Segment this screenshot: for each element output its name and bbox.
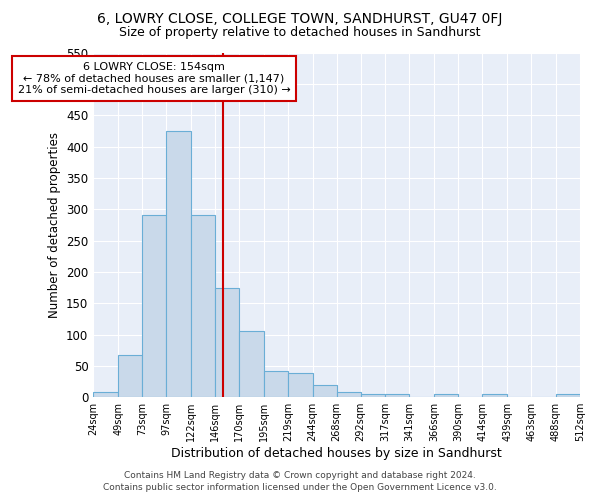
Bar	[556, 394, 580, 397]
Bar	[313, 384, 337, 397]
Y-axis label: Number of detached properties: Number of detached properties	[47, 132, 61, 318]
Bar	[264, 371, 288, 397]
Text: Size of property relative to detached houses in Sandhurst: Size of property relative to detached ho…	[119, 26, 481, 39]
Bar	[191, 216, 215, 397]
Bar	[337, 392, 361, 397]
Text: Contains HM Land Registry data © Crown copyright and database right 2024.
Contai: Contains HM Land Registry data © Crown c…	[103, 471, 497, 492]
Bar	[482, 394, 507, 397]
Bar	[361, 394, 385, 397]
Text: 6, LOWRY CLOSE, COLLEGE TOWN, SANDHURST, GU47 0FJ: 6, LOWRY CLOSE, COLLEGE TOWN, SANDHURST,…	[97, 12, 503, 26]
Bar	[118, 354, 142, 397]
Bar	[215, 288, 239, 397]
Text: 6 LOWRY CLOSE: 154sqm
← 78% of detached houses are smaller (1,147)
21% of semi-d: 6 LOWRY CLOSE: 154sqm ← 78% of detached …	[18, 62, 290, 95]
X-axis label: Distribution of detached houses by size in Sandhurst: Distribution of detached houses by size …	[171, 447, 502, 460]
Bar	[166, 131, 191, 397]
Bar	[288, 374, 313, 397]
Bar	[93, 392, 118, 397]
Bar	[239, 332, 264, 397]
Bar	[142, 216, 166, 397]
Bar	[385, 394, 409, 397]
Bar	[434, 394, 458, 397]
